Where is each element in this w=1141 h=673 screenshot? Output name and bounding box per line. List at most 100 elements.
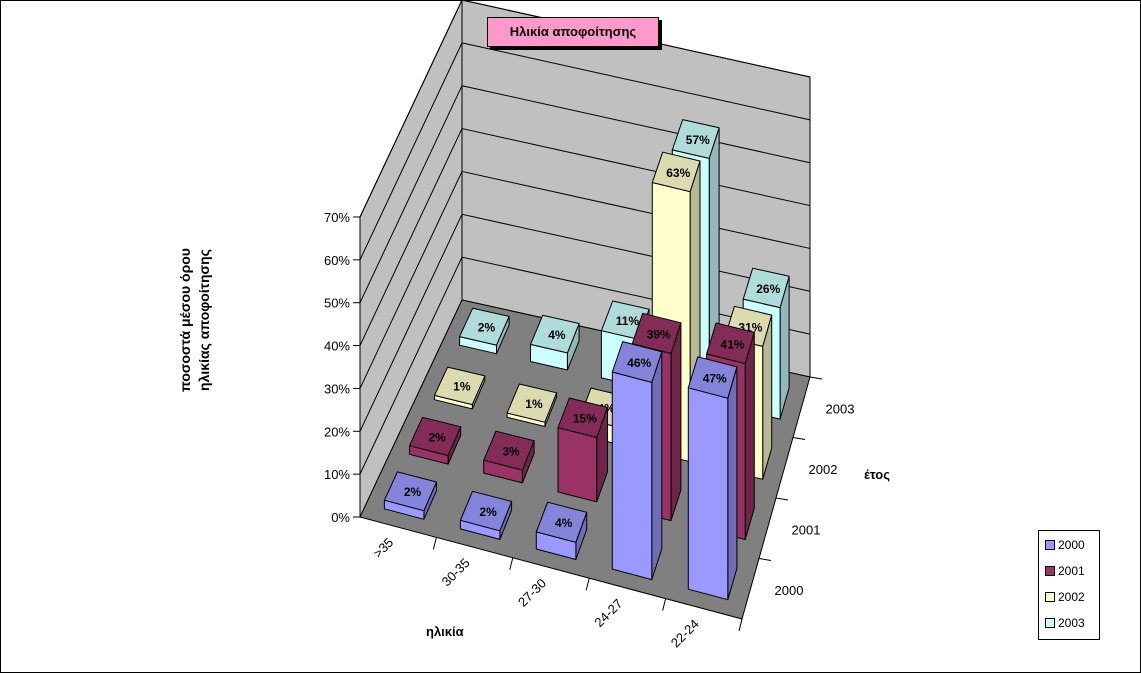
- depth-tick-mark: [758, 558, 772, 561]
- legend-label-2002: 2002: [1058, 590, 1085, 604]
- bar-top: [611, 341, 663, 383]
- legend-swatch-2000: [1045, 540, 1055, 550]
- bar-2003->35: 2%: [459, 307, 510, 355]
- x-tick-label: 24-27: [591, 596, 625, 630]
- bar-data-label: 46%: [627, 356, 651, 370]
- x-tick-mark: [585, 578, 590, 591]
- bar-top: [530, 314, 580, 354]
- x-tick-label: 22-24: [668, 616, 702, 650]
- y-tick-label: 50%: [324, 296, 350, 311]
- bar-side: [744, 331, 755, 540]
- depth-tick-mark: [775, 497, 789, 501]
- bar-top: [409, 416, 462, 456]
- x-tick-label: 27-30: [515, 576, 549, 610]
- bar-data-label: 57%: [686, 133, 710, 147]
- y-tick-label: 60%: [324, 253, 350, 268]
- depth-tick-label: 2002: [809, 462, 838, 477]
- bar-data-label: 2%: [404, 485, 422, 499]
- bar-2000-24-27: 46%: [611, 341, 663, 581]
- bar-2000-27-30: 4%: [535, 501, 588, 560]
- bar-2001-27-30: 15%: [557, 397, 608, 503]
- x-tick-label: 30-35: [439, 555, 473, 589]
- bar-top: [535, 501, 588, 543]
- bar-2001-30-35: 3%: [483, 430, 535, 484]
- bar-data-label: 41%: [721, 337, 745, 351]
- bar-front: [611, 371, 653, 581]
- bar-top: [742, 267, 790, 309]
- bar-data-label: 3%: [502, 445, 520, 459]
- gridline: [359, 42, 811, 261]
- bar-data-label: 2%: [429, 430, 447, 444]
- bar-2000-30-35: 2%: [459, 490, 513, 540]
- bar-data-label: 2%: [479, 505, 497, 519]
- bar-top: [483, 430, 535, 471]
- gridline: [359, 0, 811, 218]
- legend-item-2000: 2000: [1045, 537, 1085, 553]
- legend-swatch-2003: [1045, 618, 1055, 628]
- depth-tick-label: 2003: [826, 401, 855, 416]
- y-tick-label: 70%: [324, 210, 350, 225]
- bar-top: [506, 383, 558, 423]
- bar-top: [557, 397, 608, 438]
- depth-tick-mark: [792, 437, 806, 440]
- legend-label-2000: 2000: [1058, 538, 1085, 552]
- x-tick-mark: [509, 557, 514, 570]
- legend-label-2003: 2003: [1058, 616, 1085, 630]
- bar-data-label: 4%: [548, 328, 566, 342]
- bar-side: [670, 322, 682, 522]
- bar-top: [671, 119, 720, 159]
- bar-2003-30-35: 4%: [530, 314, 580, 371]
- bar-data-label: 39%: [647, 327, 671, 341]
- bar-2002->35: 1%: [434, 366, 486, 410]
- bar-top: [651, 151, 701, 193]
- x-tick-label: >35: [370, 535, 396, 561]
- bar-data-label: 15%: [573, 412, 597, 426]
- bar-data-label: 1%: [453, 380, 471, 394]
- depth-tick-label: 2000: [775, 583, 804, 598]
- bar-top: [459, 490, 513, 532]
- bar-top: [459, 307, 510, 346]
- gridlines: 0% 10% 20% 30% 40% 50% 60% 70%: [324, 0, 811, 525]
- bar-side: [727, 366, 738, 601]
- bar-front: [687, 387, 729, 601]
- legend: 2000 2001 2002 2003: [1038, 530, 1100, 640]
- y-tick-label: 0%: [331, 510, 350, 525]
- bar-data-label: 2%: [478, 321, 496, 335]
- depth-tick-label: 2001: [792, 522, 821, 537]
- x-axis-title: ηλικία: [426, 624, 464, 639]
- x-tick-mark: [432, 537, 437, 550]
- y-tick-label: 20%: [324, 424, 350, 439]
- bar-data-label: 26%: [756, 282, 780, 296]
- y-tick-label: 40%: [324, 339, 350, 354]
- bar-2002-30-35: 1%: [506, 383, 558, 427]
- chart-title-box: Ηλικία αποφοίτησης: [487, 17, 662, 50]
- bar-data-label: 1%: [525, 397, 543, 411]
- chart-title: Ηλικία αποφοίτησης: [487, 17, 659, 47]
- legend-swatch-2001: [1045, 566, 1055, 576]
- bar-front: [557, 427, 598, 503]
- bar-top: [631, 312, 682, 354]
- bar-data-label: 63%: [666, 166, 690, 180]
- x-tick-mark: [662, 598, 667, 611]
- y-axis-title-line-1: ποσοστά μέσου όρου: [177, 248, 193, 392]
- bar-top: [383, 471, 437, 512]
- bar-2000->35: 2%: [383, 471, 437, 520]
- y-axis-title-line-2: ηλικίας αποφοίτησης: [196, 249, 212, 391]
- bars: 2%4%11%57%26%1%1%4%63%31%2%3%15%39%41%2%…: [383, 119, 790, 601]
- x-tick-mark: [738, 618, 743, 632]
- bar-data-label: 4%: [555, 516, 573, 530]
- bar-top: [706, 322, 755, 365]
- legend-swatch-2002: [1045, 592, 1055, 602]
- bar-2001->35: 2%: [409, 416, 462, 465]
- legend-label-2001: 2001: [1058, 564, 1085, 578]
- y-tick-label: 30%: [324, 381, 350, 396]
- y-tick-label: 10%: [324, 467, 350, 482]
- bar-data-label: 11%: [616, 314, 640, 328]
- bar-top: [687, 356, 738, 399]
- depth-tick-mark: [809, 376, 823, 380]
- bar-data-label: 47%: [703, 371, 727, 385]
- legend-item-2001: 2001: [1045, 563, 1085, 579]
- bar-top: [434, 366, 486, 406]
- depth-axis-title: έτος: [864, 467, 891, 482]
